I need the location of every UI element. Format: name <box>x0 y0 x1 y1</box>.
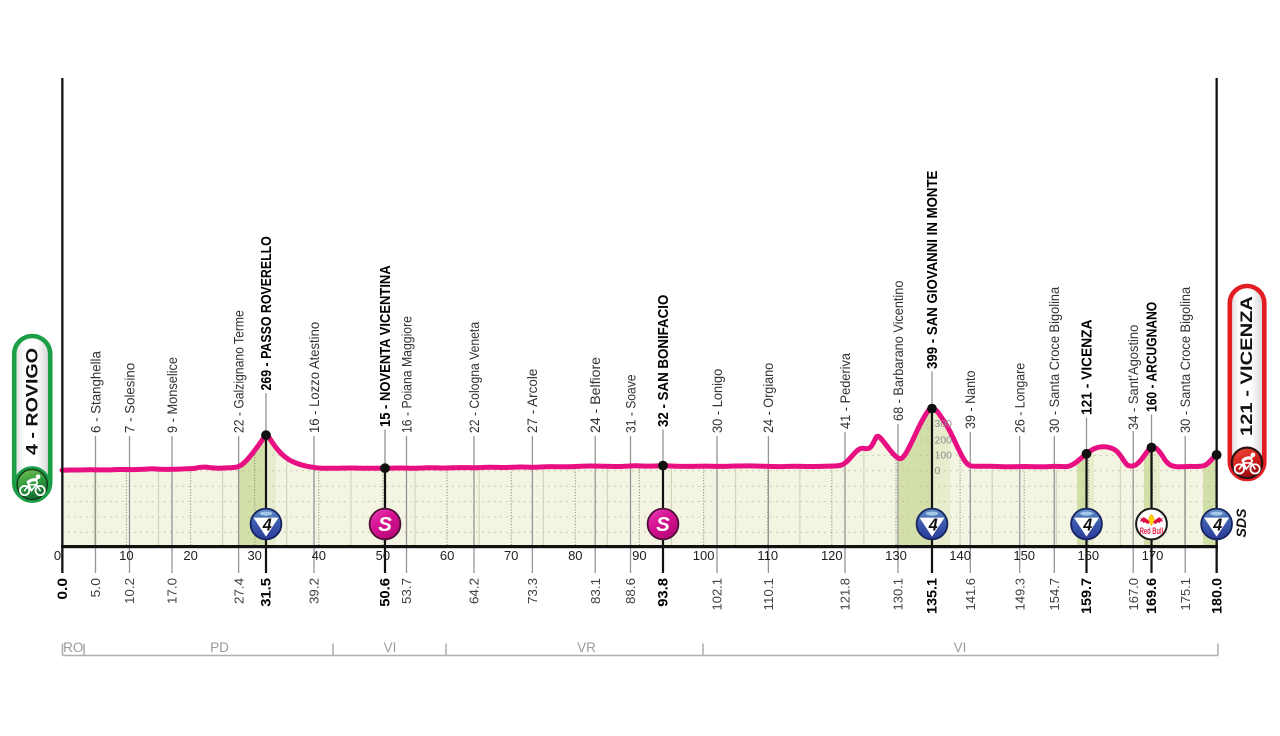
svg-text:130: 130 <box>885 548 907 563</box>
svg-text:102.1: 102.1 <box>710 578 725 611</box>
svg-text:300: 300 <box>935 418 953 430</box>
svg-text:4: 4 <box>262 515 272 535</box>
svg-text:154.7: 154.7 <box>1047 578 1062 611</box>
svg-text:40: 40 <box>312 548 326 563</box>
svg-text:39 - Nanto: 39 - Nanto <box>962 370 978 429</box>
svg-text:180.0: 180.0 <box>1208 578 1224 614</box>
svg-text:VI: VI <box>954 640 967 655</box>
svg-text:17.0: 17.0 <box>165 578 180 604</box>
svg-text:70: 70 <box>504 548 518 563</box>
svg-text:141.6: 141.6 <box>963 578 978 611</box>
svg-text:110.1: 110.1 <box>761 578 776 611</box>
svg-text:26 - Longare: 26 - Longare <box>1012 363 1028 433</box>
svg-text:167.0: 167.0 <box>1126 578 1141 611</box>
svg-text:399 - SAN GIOVANNI IN MONTE: 399 - SAN GIOVANNI IN MONTE <box>924 171 941 369</box>
svg-text:SDS: SDS <box>1233 508 1249 537</box>
svg-text:41 - Pederiva: 41 - Pederiva <box>837 353 853 429</box>
svg-text:30: 30 <box>247 548 261 563</box>
svg-text:VR: VR <box>577 640 596 655</box>
svg-text:73.3: 73.3 <box>525 578 540 604</box>
svg-text:64.2: 64.2 <box>467 578 482 604</box>
svg-text:16 - Lozzo Atestino: 16 - Lozzo Atestino <box>306 322 322 433</box>
svg-text:130.1: 130.1 <box>891 578 906 611</box>
svg-text:93.8: 93.8 <box>655 578 671 607</box>
svg-text:4: 4 <box>1212 515 1222 535</box>
svg-text:15 - NOVENTA VICENTINA: 15 - NOVENTA VICENTINA <box>377 265 394 427</box>
svg-text:16 - Poiana Maggiore: 16 - Poiana Maggiore <box>398 316 414 433</box>
svg-text:27.4: 27.4 <box>231 578 246 604</box>
svg-text:24 - Orgiano: 24 - Orgiano <box>760 363 776 433</box>
svg-text:6 - Stanghella: 6 - Stanghella <box>87 351 103 433</box>
svg-text:Red Bull: Red Bull <box>1140 526 1164 536</box>
svg-text:VI: VI <box>384 640 397 655</box>
svg-text:10.2: 10.2 <box>122 578 137 604</box>
svg-text:9 - Monselice: 9 - Monselice <box>164 357 180 433</box>
svg-text:149.3: 149.3 <box>1012 578 1027 611</box>
svg-text:S: S <box>378 513 392 536</box>
svg-text:RO: RO <box>63 640 83 655</box>
svg-text:120: 120 <box>821 548 843 563</box>
svg-text:39.2: 39.2 <box>307 578 322 604</box>
svg-text:S: S <box>656 513 670 536</box>
svg-text:50.6: 50.6 <box>377 578 393 607</box>
svg-text:175.1: 175.1 <box>1178 578 1193 611</box>
svg-text:160 - ARCUGNANO: 160 - ARCUGNANO <box>1143 302 1160 412</box>
svg-text:4: 4 <box>928 515 938 535</box>
svg-text:169.6: 169.6 <box>1143 578 1159 614</box>
svg-text:269 - PASSO ROVERELLO: 269 - PASSO ROVERELLO <box>258 236 275 391</box>
svg-text:160: 160 <box>1077 548 1099 563</box>
svg-text:7 - Solesino: 7 - Solesino <box>121 363 137 433</box>
svg-text:88.6: 88.6 <box>623 578 638 604</box>
svg-text:32 - SAN BONIFACIO: 32 - SAN BONIFACIO <box>655 294 672 427</box>
svg-text:4: 4 <box>1082 515 1092 535</box>
svg-text:20: 20 <box>183 548 197 563</box>
svg-text:30 - Lonigo: 30 - Lonigo <box>709 369 725 433</box>
svg-text:4 - ROVIGO: 4 - ROVIGO <box>23 348 42 455</box>
svg-text:100: 100 <box>693 548 715 563</box>
svg-text:27 - Arcole: 27 - Arcole <box>524 369 540 433</box>
svg-text:159.7: 159.7 <box>1078 578 1094 614</box>
svg-text:24 - Belfiore: 24 - Belfiore <box>587 357 603 433</box>
svg-text:100: 100 <box>935 449 953 461</box>
svg-text:0: 0 <box>935 465 941 477</box>
svg-text:121 - VICENZA: 121 - VICENZA <box>1078 319 1095 415</box>
svg-text:170: 170 <box>1142 548 1164 563</box>
svg-text:200: 200 <box>935 434 953 446</box>
svg-text:53.7: 53.7 <box>399 578 414 604</box>
svg-text:PD: PD <box>210 640 229 655</box>
svg-text:22 - Cologna Veneta: 22 - Cologna Veneta <box>466 322 482 433</box>
svg-text:30 - Santa Croce Bigolina: 30 - Santa Croce Bigolina <box>1177 287 1193 433</box>
svg-text:121 - VICENZA: 121 - VICENZA <box>1238 296 1256 436</box>
svg-text:140: 140 <box>949 548 971 563</box>
svg-text:5.0: 5.0 <box>88 578 103 598</box>
svg-text:30 - Santa Croce Bigolina: 30 - Santa Croce Bigolina <box>1046 287 1062 433</box>
svg-text:110: 110 <box>757 548 778 563</box>
svg-text:22 - Galzignano Terme: 22 - Galzignano Terme <box>230 310 246 433</box>
svg-text:68 - Barbarano Vicentino: 68 - Barbarano Vicentino <box>890 280 906 421</box>
svg-text:121.8: 121.8 <box>838 578 853 611</box>
svg-text:31.5: 31.5 <box>258 578 274 607</box>
svg-text:31 - Soave: 31 - Soave <box>622 374 638 433</box>
svg-text:150: 150 <box>1013 548 1035 563</box>
svg-text:10: 10 <box>119 548 133 563</box>
svg-text:60: 60 <box>440 548 454 563</box>
svg-text:50: 50 <box>376 548 390 563</box>
svg-text:135.1: 135.1 <box>924 578 940 614</box>
svg-text:0: 0 <box>54 548 61 563</box>
svg-text:34 - Sant'Agostino: 34 - Sant'Agostino <box>1125 325 1141 430</box>
svg-text:80: 80 <box>568 548 582 563</box>
svg-text:90: 90 <box>632 548 646 563</box>
svg-text:0.0: 0.0 <box>54 578 70 600</box>
svg-text:83.1: 83.1 <box>588 578 603 604</box>
